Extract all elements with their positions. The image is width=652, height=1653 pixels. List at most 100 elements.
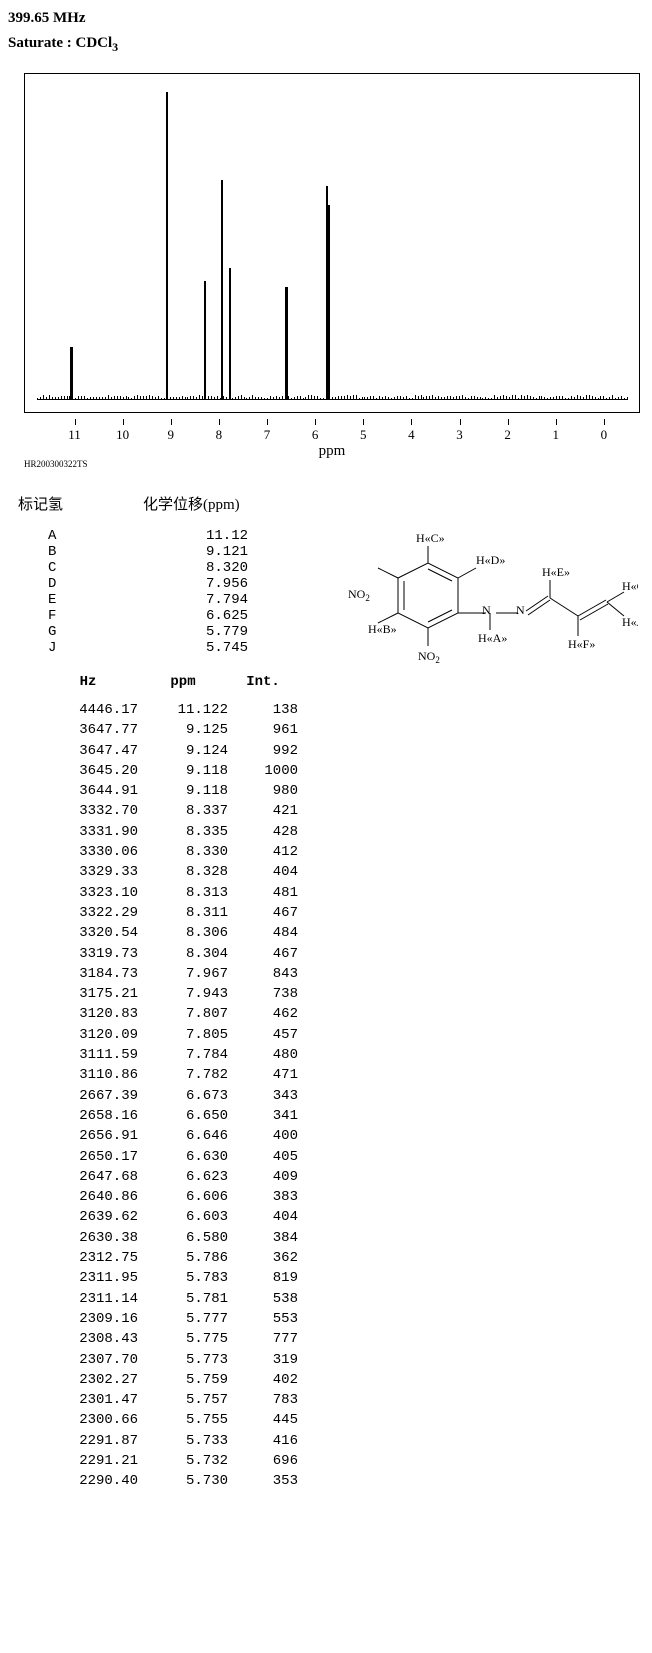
noise [485,397,486,400]
peak-ppm: 8.335 [138,822,228,842]
peak-ppm: 5.781 [138,1289,228,1309]
noise [500,396,501,400]
noise [376,398,377,400]
peak-ppm: 7.805 [138,1025,228,1045]
peak-hz: 2307.70 [38,1350,138,1370]
peaklist-row: 3120.097.805457 [38,1025,644,1045]
peak-hz: 3644.91 [38,781,138,801]
noise [556,396,557,400]
peaklist-row: 2650.176.630405 [38,1147,644,1167]
noise [55,397,56,400]
x-tick [315,419,316,425]
noise [176,397,177,401]
noise [93,397,94,400]
noise [67,396,68,401]
peak-int: 462 [228,1004,298,1024]
noise [544,397,545,400]
noise [438,396,439,400]
noise [533,397,534,400]
noise [214,397,215,401]
x-tick [460,419,461,425]
noise [624,398,625,400]
noise [491,398,492,400]
axis-title: ppm [319,443,346,460]
peak-int: 409 [228,1167,298,1187]
peaklist-row: 2291.215.732696 [38,1451,644,1471]
label-he: H«E» [542,565,570,579]
label-ha: H«A» [478,631,507,645]
label-no2-left: NO2 [348,587,370,603]
peak-hz: 3320.54 [38,923,138,943]
peak-int: 538 [228,1289,298,1309]
noise [211,396,212,400]
noise [235,397,236,400]
peak-ppm: 6.580 [138,1228,228,1248]
peak-int: 777 [228,1329,298,1349]
noise [409,398,410,400]
peaklist-row: 2647.686.623409 [38,1167,644,1187]
peak-int: 404 [228,1207,298,1227]
peak-int: 404 [228,862,298,882]
assign-ppm: 7.794 [168,592,248,608]
noise [459,396,460,400]
noise [589,395,590,400]
peak-ppm: 7.784 [138,1045,228,1065]
noise [137,395,138,400]
assign-label: F [48,608,168,624]
peaklist-row: 2630.386.580384 [38,1228,644,1248]
peak-hz: 2311.95 [38,1268,138,1288]
peak-ppm: 5.786 [138,1248,228,1268]
saturate-text: Saturate : CDCl [8,35,112,51]
assignment-headers: 标记氢 化学位移(ppm) [18,493,644,514]
noise [468,398,469,400]
noise [541,396,542,400]
label-hc: H«C» [416,531,445,545]
peak-hz: 3645.20 [38,761,138,781]
peaklist-table: 4446.1711.1221383647.779.1259613647.479.… [8,700,644,1492]
peaklist-row: 2307.705.773319 [38,1350,644,1370]
peaklist-row: 3120.837.807462 [38,1004,644,1024]
peak-ppm: 9.124 [138,741,228,761]
peak-int: 480 [228,1045,298,1065]
peak-hz: 2291.87 [38,1431,138,1451]
noise [134,396,135,400]
spectrum-peak [204,281,206,400]
peak-int: 738 [228,984,298,1004]
noise [388,397,389,400]
noise [598,398,599,400]
noise [126,396,127,400]
noise [586,395,587,400]
x-tick [267,419,268,425]
peaklist-row: 2300.665.755445 [38,1410,644,1430]
peak-ppm: 8.306 [138,923,228,943]
x-tick [508,419,509,425]
noise [606,398,607,400]
noise [435,397,436,400]
x-tick-label: 3 [456,427,463,443]
noise [270,396,271,400]
noise [603,396,604,400]
noise [559,396,560,400]
noise [123,397,124,400]
noise [249,397,250,400]
noise [264,398,265,400]
x-tick [171,419,172,425]
peaklist-row: 2667.396.673343 [38,1086,644,1106]
peaklist-row: 3329.338.328404 [38,862,644,882]
noise [391,398,392,400]
peak-int: 319 [228,1350,298,1370]
peak-ppm: 8.330 [138,842,228,862]
peaklist-row: 2302.275.759402 [38,1370,644,1390]
assign-label: C [48,560,168,576]
noise [193,396,194,400]
peak-ppm: 6.606 [138,1187,228,1207]
peak-ppm: 7.967 [138,964,228,984]
noise [187,397,188,400]
peak-hz: 3322.29 [38,903,138,923]
n2: N [516,603,525,617]
header-hz: Hz [38,674,138,690]
noise [539,396,540,400]
noise [105,397,106,401]
noise [173,397,174,400]
noise [303,398,304,400]
